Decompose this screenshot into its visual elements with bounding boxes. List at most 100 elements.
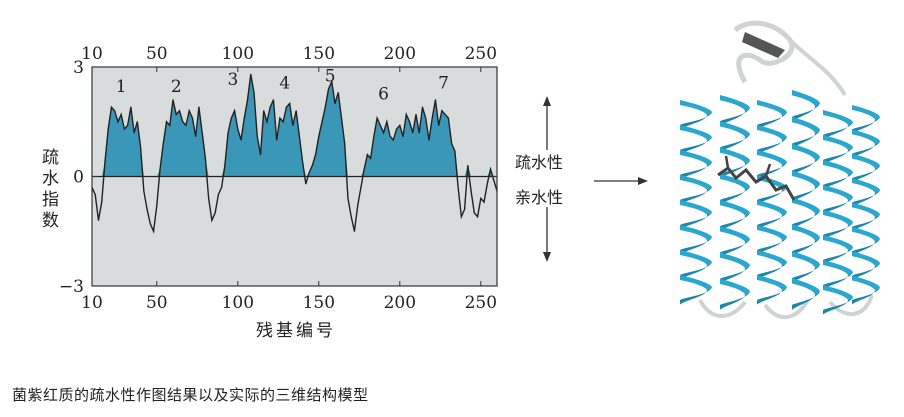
helix-turn-front	[852, 178, 880, 194]
data-point	[188, 110, 190, 112]
data-point	[431, 117, 433, 119]
helix-turn-back	[823, 272, 853, 290]
data-point	[140, 146, 142, 148]
data-point	[104, 161, 106, 163]
helix-turn-front	[680, 250, 712, 266]
data-point	[392, 139, 394, 141]
data-point	[182, 121, 184, 123]
data-point	[454, 150, 456, 152]
data-point	[451, 143, 453, 145]
helix-turn-front	[792, 251, 820, 268]
data-point	[204, 157, 206, 159]
y-tick-label: 3	[73, 58, 84, 78]
helix-turn-back	[852, 263, 880, 281]
data-point	[476, 216, 479, 218]
helix-turn-front	[757, 225, 787, 241]
data-point	[447, 117, 449, 119]
bottom-tick-label: 10	[81, 293, 103, 313]
helix-turn-back	[757, 112, 787, 130]
helix-turn-front	[852, 226, 880, 242]
helix-label: 5	[325, 66, 336, 86]
helix-turn-front	[680, 275, 712, 291]
data-point	[331, 81, 333, 83]
helix-turn-front	[852, 251, 880, 267]
helix-turn-back	[720, 239, 750, 258]
data-point	[321, 121, 323, 123]
helix-turn-back	[720, 160, 750, 179]
data-point	[185, 124, 187, 126]
data-point	[178, 110, 181, 112]
helix-turn-back	[852, 117, 880, 134]
bottom-tick-label: 200	[384, 293, 416, 313]
data-point	[243, 117, 245, 119]
helix-turn-front	[720, 226, 750, 243]
up-arrow-head	[543, 96, 551, 106]
helix-turn-back	[792, 291, 820, 310]
top-tick-label: 150	[303, 44, 335, 64]
helix-turn-front	[757, 275, 787, 291]
data-point	[402, 135, 404, 137]
figure-caption: 菌紫红质的疏水性作图结果以及实际的三维结构模型	[12, 386, 369, 404]
helix-turn-front	[823, 260, 853, 276]
data-point	[489, 168, 492, 170]
data-point	[412, 132, 414, 134]
top-tick-label: 250	[465, 44, 497, 64]
helix-turn-back	[680, 162, 712, 180]
helix-turn-back	[852, 214, 880, 232]
data-point	[130, 106, 132, 108]
helix-turn-front	[852, 153, 880, 169]
data-point	[421, 106, 424, 108]
helix-turn-back	[757, 137, 787, 155]
data-point	[470, 190, 472, 192]
helix-turn-front	[720, 278, 750, 296]
hydrophobic-label: 疏水性	[515, 153, 563, 172]
data-point	[127, 124, 129, 126]
data-point	[327, 88, 330, 90]
data-point	[120, 113, 122, 116]
helix-turn-back	[823, 247, 853, 265]
data-point	[415, 113, 417, 116]
helix-turn-back	[823, 172, 853, 190]
helix-turn-front	[680, 175, 712, 191]
data-point	[473, 212, 475, 214]
helix-turn-front	[852, 129, 880, 145]
helix-turn-back	[792, 130, 820, 149]
helix-turn-front	[792, 90, 820, 107]
data-point	[198, 106, 200, 108]
data-point	[172, 99, 174, 101]
data-point	[464, 208, 466, 210]
data-point	[97, 219, 100, 221]
data-point	[246, 99, 249, 101]
helix-turn-back	[823, 197, 853, 215]
helix-turn-front	[852, 105, 880, 121]
helix-turn-front	[757, 150, 787, 166]
data-point	[94, 194, 96, 196]
helix-label: 4	[279, 74, 290, 94]
helix-turn-front	[680, 150, 712, 166]
data-point	[334, 102, 336, 105]
helix-turn-front	[680, 125, 712, 141]
data-point	[408, 121, 411, 123]
helix-turn-back	[720, 186, 750, 205]
helix-label: 2	[171, 77, 182, 97]
data-point	[298, 135, 300, 137]
helix-turn-back	[852, 239, 880, 256]
data-point	[444, 113, 446, 116]
helix-turn-front	[852, 275, 880, 291]
data-point	[389, 135, 391, 137]
data-point	[295, 110, 297, 112]
data-point	[276, 139, 278, 141]
data-point	[272, 99, 275, 101]
data-point	[360, 186, 362, 189]
helix-turn-back	[720, 108, 750, 126]
data-point	[460, 216, 462, 218]
helix-turn-front	[757, 200, 787, 216]
helix-turn-back	[720, 265, 750, 284]
data-point	[256, 135, 258, 137]
loop-top-2	[788, 38, 847, 97]
data-point	[195, 135, 197, 137]
helix-turn-back	[720, 134, 750, 153]
helix-turn-front	[757, 125, 787, 141]
bottom-tick-label: 250	[465, 293, 497, 313]
helix-turn-front	[792, 224, 820, 242]
